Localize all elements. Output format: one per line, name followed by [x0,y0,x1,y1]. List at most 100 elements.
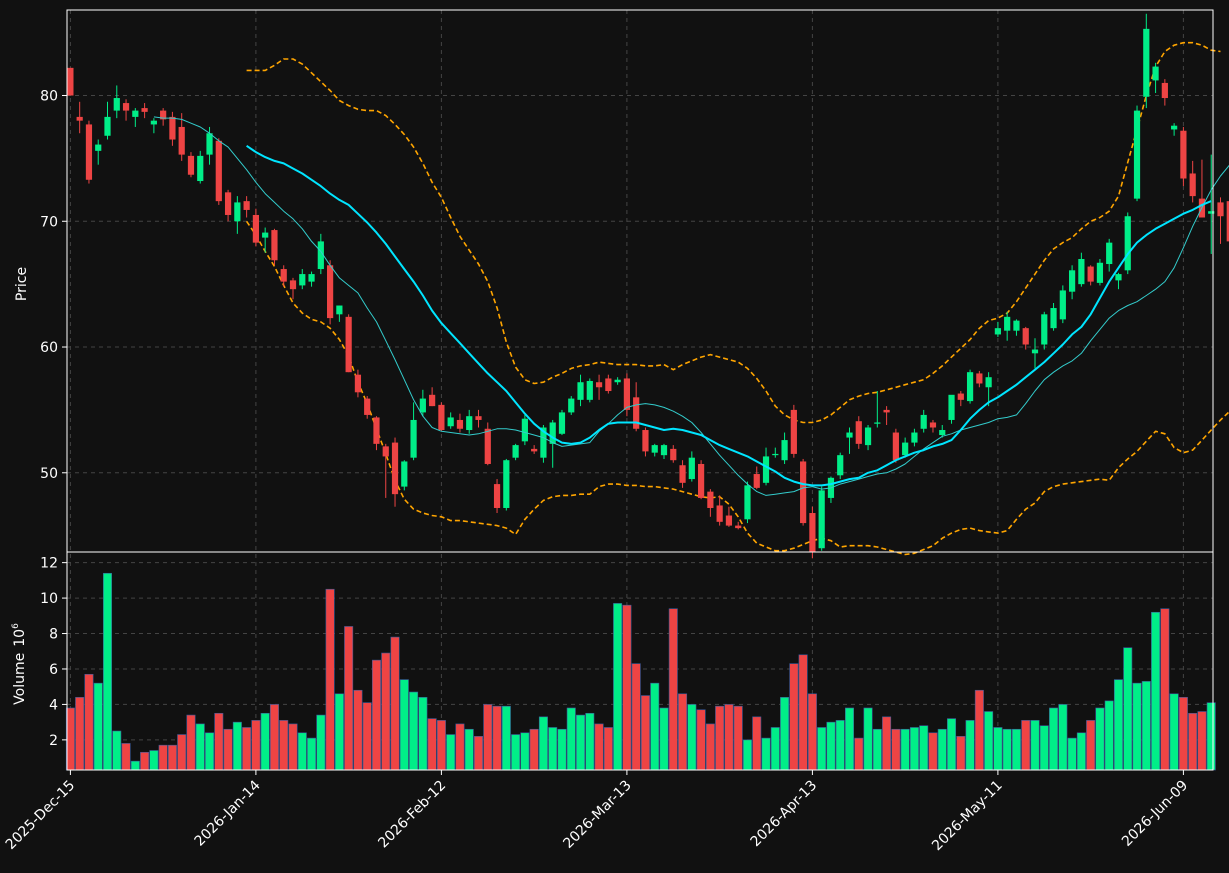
volume-bar [529,728,539,771]
candle-body [1069,270,1076,292]
candle-body [809,513,816,552]
volume-bar [835,720,845,771]
candle-body [688,457,695,480]
price-tick-label: 60 [40,340,58,356]
volume-bar [1002,728,1012,771]
candle-body [586,380,593,400]
volume-bar [418,697,428,771]
candle-body [920,414,927,429]
volume-axis-unit-exponent: 6 [11,623,21,629]
candle-body [735,525,742,529]
volume-bar [789,663,799,771]
candle-body [224,192,232,215]
candle-body [800,461,807,524]
candle-body [994,328,1001,335]
volume-bar [167,744,177,771]
candle-body [122,103,130,111]
candle-body [141,108,148,112]
volume-bar [678,693,688,771]
volume-bar [826,721,836,771]
volume-bar [585,712,595,771]
volume-bar [761,737,771,771]
volume-bar [279,720,289,771]
candle-body [670,448,677,461]
candle-body [132,110,139,117]
candle-body [150,120,157,125]
candle-body [948,394,955,420]
volume-axis-label-text: Volume [12,653,28,705]
candle-body [336,305,343,315]
volume-bar [947,718,957,771]
volume-bar [557,728,567,771]
candle-body [642,430,649,452]
volume-bar [1197,711,1207,771]
volume-bar [446,734,456,771]
candle-body [438,404,445,431]
candle-body [475,416,482,420]
volume-bar [798,654,808,771]
volume-bar [742,739,752,771]
candle-body [456,419,464,429]
candle-body [512,445,519,458]
volume-bar [1058,704,1068,771]
candle-body [317,241,324,270]
volume-bar [483,704,493,771]
volume-bar [780,697,790,771]
candle-body [104,116,111,136]
volume-bar [140,751,150,771]
volume-bar [307,737,317,771]
volume-bar [1021,720,1031,771]
candle-body [1087,266,1094,282]
volume-bar [687,704,697,771]
volume-bar [770,727,780,771]
candle-body [1031,349,1039,354]
volume-bar [409,691,419,771]
volume-bar [353,689,363,771]
candle-body [883,409,890,413]
candle-body [911,432,918,443]
price-axis: 50 60 70 80 [40,89,67,482]
volume-tick-label: 8 [49,627,58,643]
candle-body [1022,328,1029,345]
candle-body [1208,211,1215,214]
volume-bar [232,721,242,771]
volume-bar [622,604,632,771]
volume-bar [844,707,854,771]
volume-bar [956,736,966,771]
candle-body [401,461,408,487]
volume-bar [863,707,873,771]
volume-bar [177,734,187,771]
volume-bar [186,714,196,771]
volume-tick-label: 12 [40,556,58,572]
candle-body [308,274,315,282]
volume-bar [1039,725,1049,771]
candle-body [252,214,259,243]
volume-bar [75,697,85,771]
volume-bar [473,736,483,771]
candle-body [902,442,909,456]
volume-bar [817,727,827,771]
volume-tick-label: 10 [40,591,58,607]
volume-bar [974,689,984,771]
volume-bar [891,728,901,771]
candle-body [837,455,844,476]
volume-bar [158,744,168,771]
candle-body [744,485,751,520]
volume-bar [520,732,530,771]
price-grid [67,10,1213,770]
volume-bar [937,728,947,771]
volume-bar [752,716,762,771]
candle-body [605,378,612,392]
volume-bar [464,728,474,771]
candle-body [327,265,334,319]
moving-averages [153,116,1229,496]
price-axis-label: Price [14,267,30,301]
volume-bar [325,588,335,771]
candle-body [299,274,306,286]
candle-body [354,374,362,393]
volume-bar [919,725,929,771]
candle-body [521,418,528,442]
volume-bar [371,659,381,771]
candle-body [484,428,491,464]
volume-bar [399,679,409,771]
